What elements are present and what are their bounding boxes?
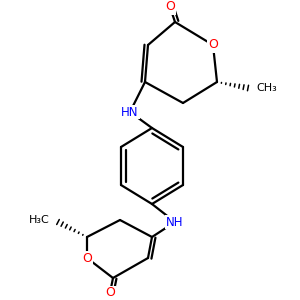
Text: O: O xyxy=(165,1,175,13)
Text: CH₃: CH₃ xyxy=(256,83,277,93)
Text: NH: NH xyxy=(166,215,184,229)
Text: H₃C: H₃C xyxy=(29,215,50,225)
Text: O: O xyxy=(208,38,218,52)
Text: O: O xyxy=(82,251,92,265)
Text: HN: HN xyxy=(121,106,139,118)
Text: O: O xyxy=(105,286,115,299)
